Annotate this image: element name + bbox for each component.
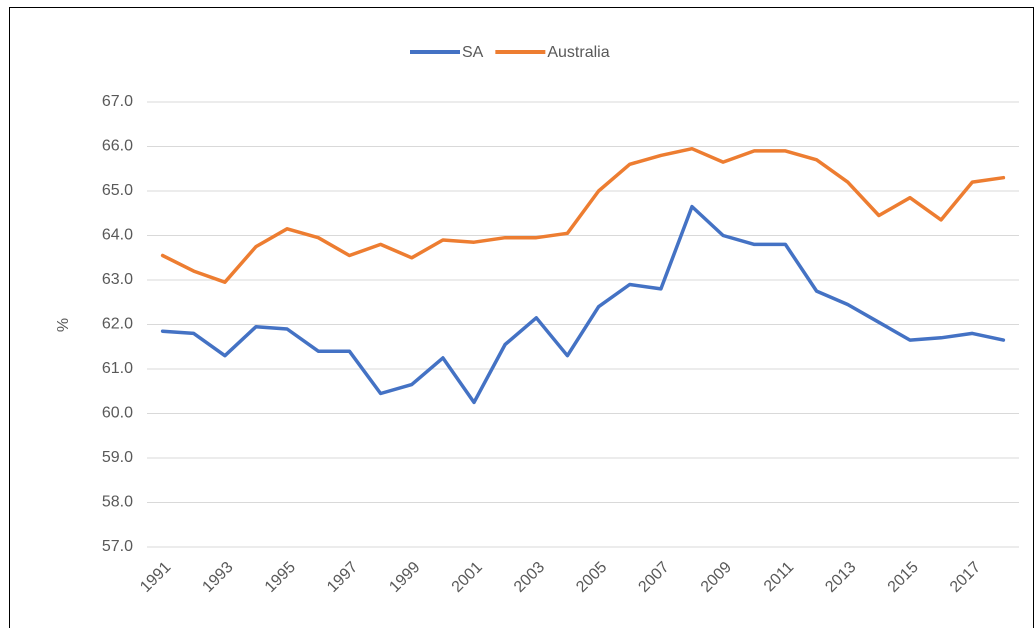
- y-tick-label: 63.0: [102, 271, 133, 288]
- y-axis-label: %: [55, 318, 72, 332]
- y-tick-label: 61.0: [102, 360, 133, 377]
- y-tick-label: 67.0: [102, 93, 133, 110]
- y-tick-label: 60.0: [102, 405, 133, 422]
- chart-border: [9, 7, 1034, 628]
- legend-label: Australia: [547, 44, 609, 61]
- y-tick-label: 66.0: [102, 138, 133, 155]
- series-line: [160, 204, 1006, 405]
- y-tick-label: 57.0: [102, 538, 133, 555]
- legend-label: SA: [462, 44, 484, 61]
- y-tick-label: 59.0: [102, 449, 133, 466]
- y-tick-label: 58.0: [102, 494, 133, 511]
- series-line: [160, 146, 1006, 284]
- y-tick-label: 64.0: [102, 227, 133, 244]
- y-tick-label: 62.0: [102, 316, 133, 333]
- y-tick-label: 65.0: [102, 182, 133, 199]
